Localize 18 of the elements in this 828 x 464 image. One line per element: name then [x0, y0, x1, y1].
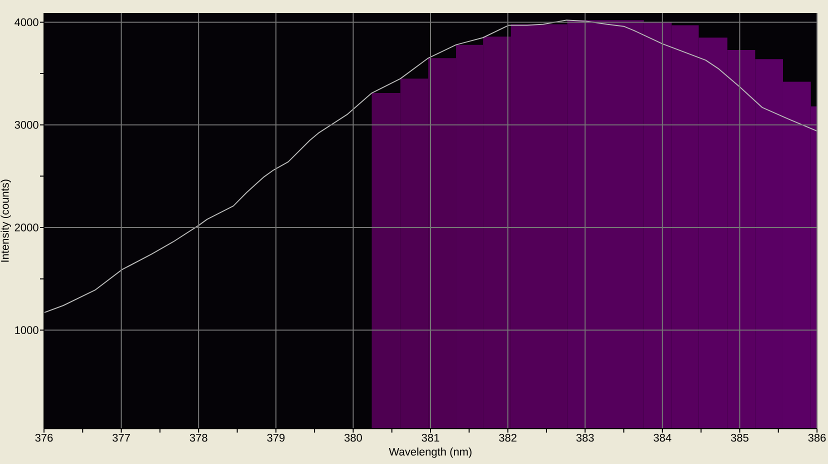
x-tick-label: 382: [499, 434, 516, 442]
y-tick-label: 4000: [14, 18, 38, 26]
y-axis-title: Intensity (counts): [0, 180, 11, 262]
x-tick-label: 384: [654, 434, 672, 442]
x-tick-label: 376: [35, 434, 53, 442]
y-tick-label: 3000: [14, 120, 38, 129]
y-tick-label: 1000: [15, 326, 38, 334]
x-axis-title: Wavelength (nm): [388, 448, 472, 458]
line-series: [44, 20, 818, 314]
x-tick-label: 386: [808, 434, 826, 442]
x-tick-label: 381: [422, 434, 440, 442]
y-tick-label: 2000: [14, 224, 38, 232]
x-tick-label: 383: [576, 434, 594, 442]
x-tick-label: 378: [190, 434, 208, 442]
x-tick-label: 379: [267, 434, 285, 442]
x-tick-label: 385: [730, 434, 748, 442]
x-tick-label: 380: [344, 434, 362, 442]
x-tick-label: 377: [112, 434, 130, 442]
